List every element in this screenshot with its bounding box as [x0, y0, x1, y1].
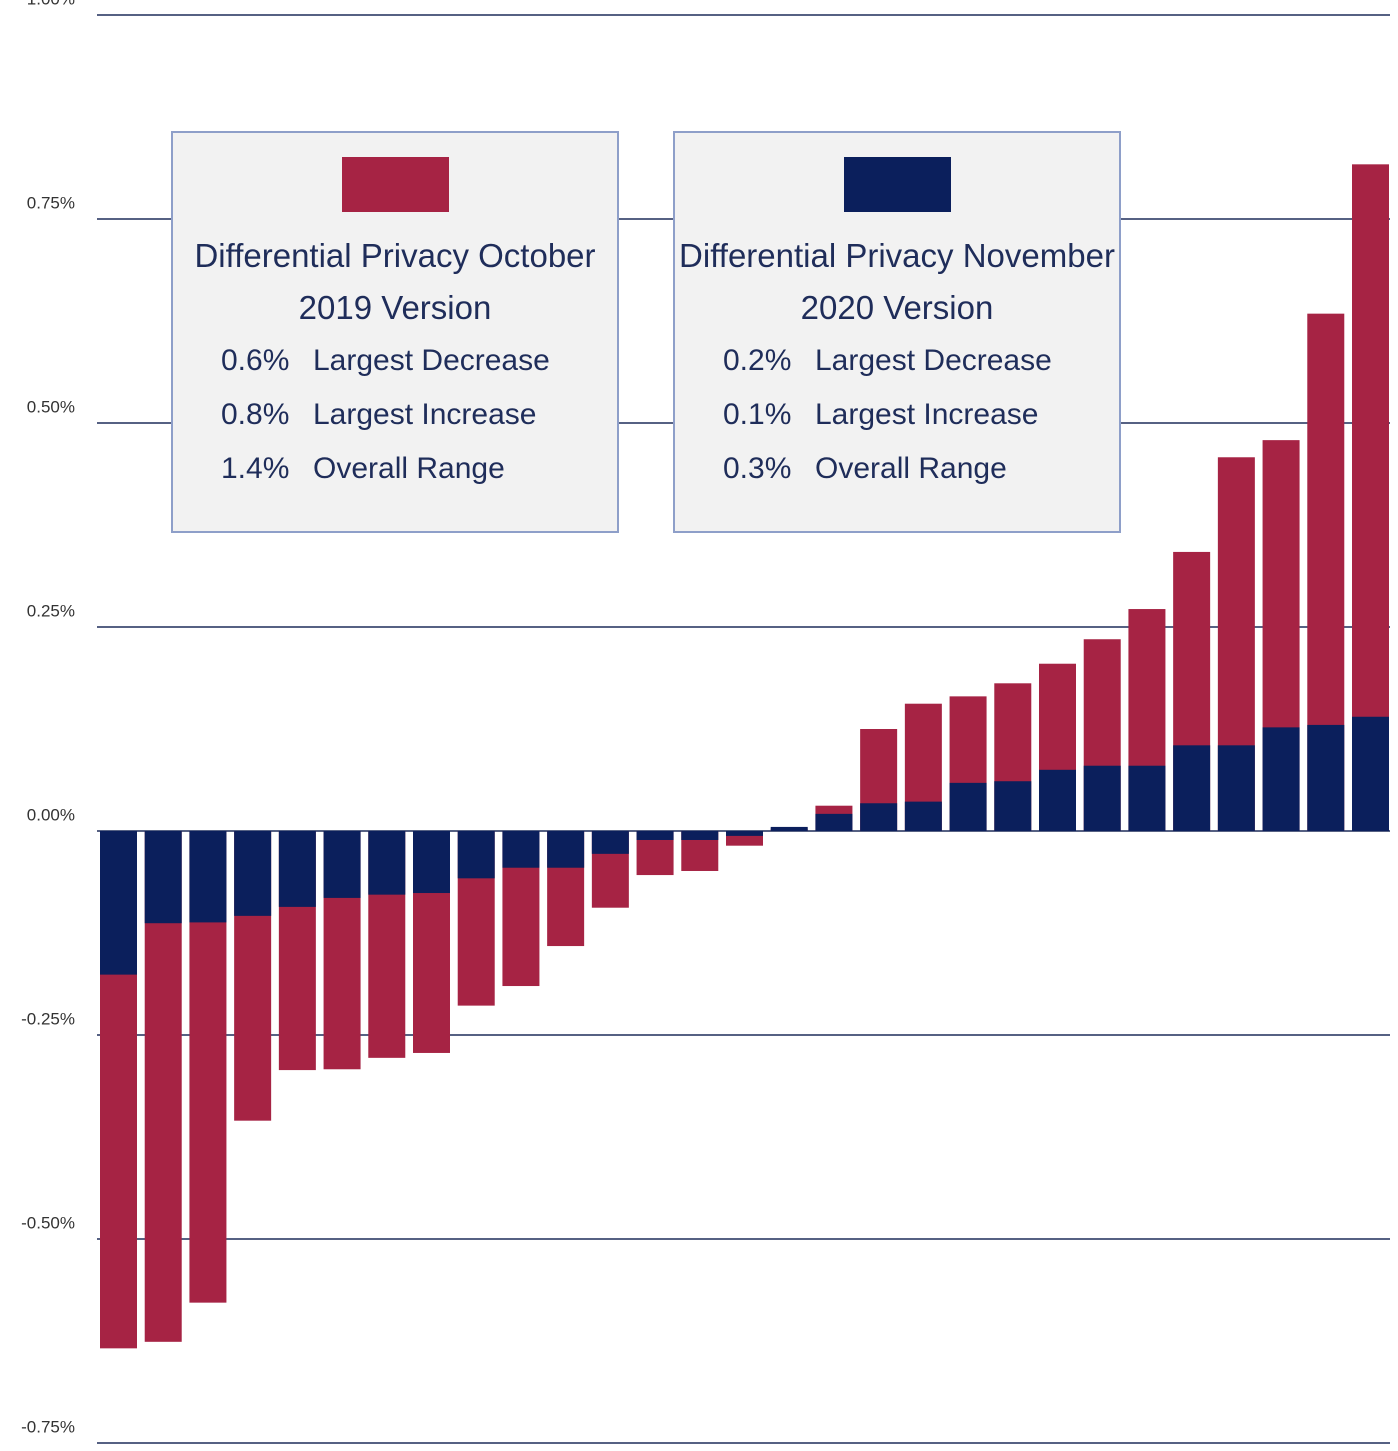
legend-swatch: [341, 157, 449, 212]
stat-value: 0.6%: [221, 344, 290, 377]
y-tick-label: 0.00%: [27, 805, 75, 824]
y-tick-label: 0.25%: [27, 601, 75, 620]
stat-value: 0.3%: [723, 452, 792, 485]
stat-text: Largest Decrease: [815, 344, 1052, 377]
bar: [1352, 716, 1389, 831]
bar: [547, 831, 585, 868]
stat-value: 1.4%: [221, 452, 290, 485]
y-tick-label: -0.75%: [21, 1417, 75, 1436]
bar: [994, 781, 1032, 831]
bar: [1307, 724, 1345, 831]
legend-swatch: [843, 157, 951, 212]
bar: [144, 831, 182, 924]
bar: [860, 803, 898, 831]
legend-stat: 1.4% Overall Range: [173, 442, 617, 496]
legend-box: Differential Privacy October 2019 Versio…: [171, 131, 619, 533]
stat-text: Overall Range: [313, 452, 505, 485]
bar: [1217, 745, 1255, 831]
legend-stat: 0.1% Largest Increase: [675, 388, 1119, 442]
stat-value: 0.1%: [723, 398, 792, 431]
bar: [502, 831, 540, 868]
bar: [1039, 769, 1076, 831]
bar: [457, 831, 495, 879]
bar: [413, 831, 450, 894]
stat-text: Largest Increase: [313, 398, 537, 431]
bar: [1083, 765, 1121, 831]
bar: [368, 831, 406, 895]
legend-stat: 0.6% Largest Decrease: [173, 334, 617, 388]
bar: [1262, 727, 1300, 831]
y-tick-label: -0.50%: [21, 1213, 75, 1232]
bar: [591, 831, 629, 854]
bar: [234, 831, 272, 916]
bar: [726, 831, 763, 836]
bar: [1128, 765, 1166, 831]
legend-stat: 0.3% Overall Range: [675, 442, 1119, 496]
stat-text: Largest Decrease: [313, 344, 550, 377]
bar: [904, 801, 942, 831]
bar: [100, 831, 137, 975]
stat-value: 0.2%: [723, 344, 792, 377]
bar: [636, 831, 674, 840]
stat-text: Overall Range: [815, 452, 1007, 485]
stat-text: Largest Increase: [815, 398, 1039, 431]
y-tick-label: 0.75%: [27, 193, 75, 212]
bar: [815, 813, 853, 831]
y-tick-label: 0.50%: [27, 397, 75, 416]
legend-name: Differential Privacy October 2019 Versio…: [194, 237, 596, 326]
legend-stat: 0.8% Largest Increase: [173, 388, 617, 442]
legend-stat: 0.2% Largest Decrease: [675, 334, 1119, 388]
stat-value: 0.8%: [221, 398, 290, 431]
bar: [949, 782, 987, 831]
legend-name: Differential Privacy November 2020 Versi…: [679, 237, 1115, 326]
y-tick-label: -0.25%: [21, 1009, 75, 1028]
bar: [681, 831, 719, 840]
bar: [189, 831, 227, 923]
y-tick-label: 1.00%: [27, 0, 75, 8]
bar: [323, 831, 361, 898]
legend-box: Differential Privacy November 2020 Versi…: [673, 131, 1121, 533]
bar: [278, 831, 316, 907]
bar: [1173, 745, 1211, 831]
bar: [770, 826, 808, 831]
